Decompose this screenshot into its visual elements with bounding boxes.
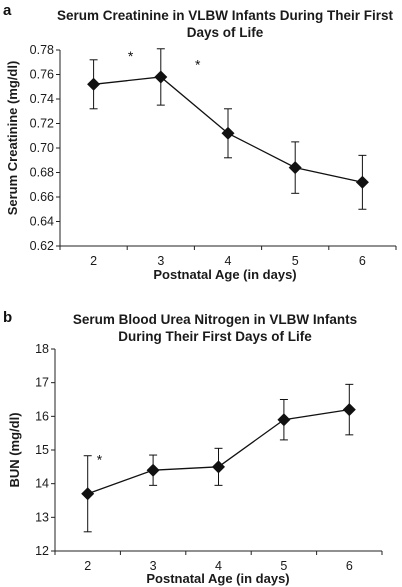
chart-title-a-line-1: Serum Creatinine in VLBW Infants During … [57, 8, 394, 23]
x-tick-label-a: 6 [359, 254, 366, 268]
y-tick-label-a: 0.68 [30, 166, 54, 180]
y-tick-label-b: 14 [35, 477, 49, 491]
x-tick-label-b: 2 [84, 559, 91, 573]
significance-marker-b: * [97, 451, 103, 467]
chart-panel-b: b Serum Blood Urea Nitrogen in VLBW Infa… [3, 309, 383, 586]
significance-marker-a: * [128, 48, 134, 64]
plot-area-b: 12 13 14 15 16 17 18 2 3 4 5 6 * [35, 342, 383, 573]
x-tick-label-a: 2 [90, 254, 97, 268]
x-tick-label-b: 4 [215, 559, 222, 573]
y-axis-label-b: BUN (mg/dl) [7, 412, 22, 487]
y-tick-label-a: 0.66 [30, 190, 54, 204]
data-point-b [81, 487, 95, 501]
data-point-a [288, 161, 302, 175]
plot-area-a: 0.62 0.64 0.66 0.68 0.70 0.72 0.74 0.76 0.78 2 3 4 5… [30, 43, 397, 268]
data-point-a [221, 126, 235, 140]
chart-title-b-line-1: Serum Blood Urea Nitrogen in VLBW Infant… [73, 312, 357, 327]
data-point-b [146, 463, 160, 477]
y-tick-label-b: 17 [35, 376, 49, 390]
data-point-b [277, 413, 291, 427]
x-axis-label-b: Postnatal Age (in days) [146, 571, 289, 586]
panel-letter-a: a [3, 2, 12, 19]
x-axis-label-a: Postnatal Age (in days) [153, 267, 296, 282]
y-tick-label-b: 12 [35, 544, 49, 558]
data-point-b [342, 403, 356, 417]
x-tick-label-a: 3 [157, 254, 164, 268]
y-tick-label-b: 15 [35, 443, 49, 457]
data-point-a [87, 77, 101, 91]
x-tick-label-a: 4 [225, 254, 232, 268]
panel-letter-b: b [3, 309, 12, 326]
x-tick-label-b: 3 [150, 559, 157, 573]
data-point-a [355, 175, 369, 189]
y-tick-label-a: 0.78 [30, 43, 54, 57]
y-tick-label-a: 0.76 [30, 68, 54, 82]
data-point-a [154, 70, 168, 84]
y-tick-label-b: 13 [35, 510, 49, 524]
y-tick-label-a: 0.64 [30, 215, 54, 229]
chart-title-b-line-2: During Their First Days of Life [118, 329, 312, 344]
data-point-b [212, 460, 225, 474]
chart-panel-a: a Serum Creatinine in VLBW Infants Durin… [3, 2, 397, 282]
y-tick-label-a: 0.62 [30, 239, 54, 253]
x-tick-label-b: 5 [280, 559, 287, 573]
y-tick-label-b: 16 [35, 409, 49, 423]
y-axis-label-a: Serum Creatinine (mg/dl) [5, 61, 20, 216]
y-tick-label-b: 18 [35, 342, 49, 356]
chart-title-a-line-2: Days of Life [187, 25, 264, 40]
significance-marker-a: * [195, 56, 201, 72]
x-tick-label-b: 6 [346, 559, 353, 573]
y-tick-label-a: 0.70 [30, 141, 54, 155]
x-tick-label-a: 5 [292, 254, 299, 268]
y-tick-label-a: 0.74 [30, 92, 54, 106]
y-tick-label-a: 0.72 [30, 117, 54, 131]
